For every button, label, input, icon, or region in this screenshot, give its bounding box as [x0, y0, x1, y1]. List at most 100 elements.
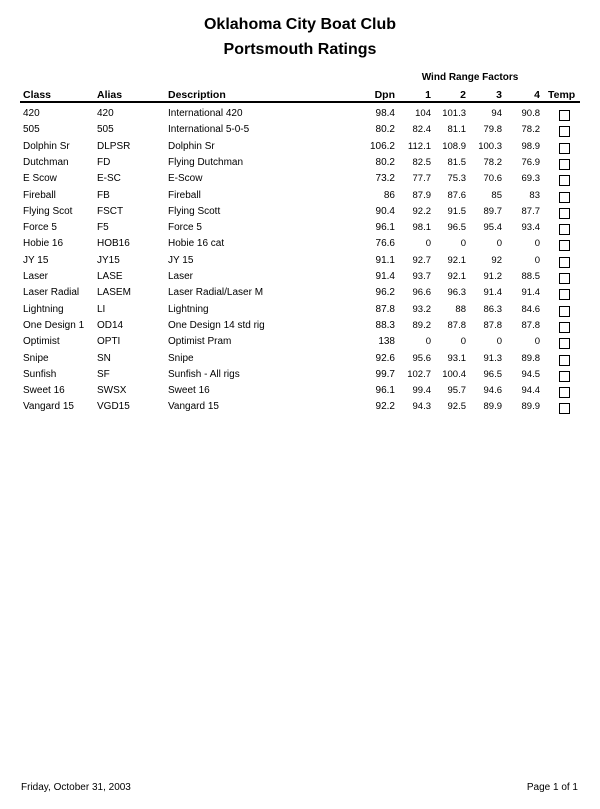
- table-row: Sunfish SF Sunfish - All rigs 99.7 102.7 100.…: [0, 369, 600, 385]
- table-row: Fireball FB Fireball 86 87.9 87.6 85 83: [0, 190, 600, 206]
- col-class: Class: [23, 89, 52, 101]
- cell-wind-4: 88.5: [521, 271, 541, 282]
- cell-description: Vangard 15: [168, 401, 219, 413]
- cell-class: One Design 1: [23, 319, 85, 331]
- temp-checkbox[interactable]: [559, 142, 570, 154]
- temp-checkbox[interactable]: [559, 289, 570, 301]
- col-alias: Alias: [97, 89, 123, 101]
- cell-description: JY 15: [168, 254, 194, 266]
- report-title: Oklahoma City Boat Club: [203, 16, 397, 33]
- cell-wind-1: 98.1: [412, 222, 432, 234]
- cell-wind-3: 86.3: [483, 303, 503, 315]
- temp-checkbox[interactable]: [559, 338, 570, 350]
- table-row: Vangard 15 VGD15 Vangard 15 92.2 94.3 92.5 89.…: [0, 401, 600, 417]
- cell-wind-1: 93.7: [412, 271, 432, 282]
- temp-checkbox[interactable]: [559, 224, 570, 236]
- temp-checkbox[interactable]: [559, 370, 570, 382]
- header-rule: [20, 101, 580, 103]
- cell-alias: LASEM: [97, 287, 131, 299]
- footer-date: Friday, October 31, 2003: [21, 782, 131, 793]
- cell-description: International 420: [168, 108, 243, 119]
- temp-checkbox[interactable]: [559, 354, 570, 366]
- col-dpn: Dpn: [374, 89, 395, 101]
- cell-description: Laser: [168, 271, 194, 282]
- cell-alias: 505: [97, 124, 114, 136]
- cell-wind-4: 87.7: [521, 205, 541, 217]
- cell-wind-1: 82.5: [412, 156, 432, 168]
- cell-wind-2: 101.3: [442, 108, 466, 119]
- cell-description: Sunfish - All rigs: [168, 368, 240, 380]
- cell-wind-4: 98.9: [521, 140, 541, 152]
- temp-checkbox[interactable]: [559, 305, 570, 317]
- temp-checkbox[interactable]: [559, 387, 570, 399]
- cell-wind-2: 0: [460, 238, 466, 250]
- cell-class: Force 5: [23, 222, 57, 234]
- cell-class: 505: [23, 124, 40, 136]
- cell-alias: LI: [97, 303, 106, 315]
- cell-wind-1: 104: [415, 108, 431, 119]
- temp-checkbox[interactable]: [559, 403, 570, 415]
- temp-checkbox[interactable]: [559, 110, 570, 121]
- table-row: Sweet 16 SWSX Sweet 16 96.1 99.4 95.7 94.6 94.4: [0, 385, 600, 401]
- cell-alias: VGD15: [97, 401, 130, 413]
- cell-wind-1: 102.7: [407, 368, 431, 380]
- table-row: Hobie 16 HOB16 Hobie 16 cat 76.6 0 0 0 0: [0, 238, 600, 254]
- cell-wind-2: 81.1: [447, 124, 467, 136]
- temp-checkbox[interactable]: [559, 256, 570, 268]
- cell-wind-3: 0: [496, 336, 502, 348]
- cell-alias: SF: [97, 368, 110, 380]
- cell-wind-3: 95.4: [483, 222, 503, 234]
- col-temp: Temp: [548, 89, 576, 101]
- table-row: 505 505 International 5-0-5 80.2 82.4 81.1 79.…: [0, 124, 600, 140]
- cell-alias: F5: [97, 222, 109, 234]
- cell-alias: FSCT: [97, 205, 124, 217]
- col-wind-2: 2: [460, 89, 466, 101]
- temp-checkbox[interactable]: [559, 126, 570, 138]
- cell-alias: DLPSR: [97, 140, 131, 152]
- cell-wind-4: 83: [529, 189, 540, 201]
- cell-alias: OD14: [97, 319, 124, 331]
- cell-class: E Scow: [23, 173, 57, 185]
- cell-alias: JY15: [97, 254, 120, 266]
- cell-alias: SWSX: [97, 385, 127, 397]
- cell-description: Dolphin Sr: [168, 140, 215, 152]
- cell-dpn: 92.2: [375, 401, 395, 413]
- cell-dpn: 86: [383, 189, 395, 201]
- temp-checkbox[interactable]: [559, 191, 570, 203]
- cell-wind-2: 108.9: [442, 140, 466, 152]
- cell-wind-2: 92.5: [447, 401, 467, 413]
- report-subtitle: Portsmouth Ratings: [223, 41, 377, 58]
- cell-dpn: 138: [378, 336, 395, 348]
- temp-checkbox[interactable]: [559, 207, 570, 219]
- cell-description: Hobie 16 cat: [168, 238, 225, 250]
- cell-alias: OPTI: [97, 336, 121, 348]
- cell-wind-2: 92.1: [447, 271, 467, 282]
- cell-wind-1: 82.4: [412, 124, 432, 136]
- col-wind-4: 4: [534, 89, 540, 101]
- cell-wind-4: 87.8: [521, 319, 541, 331]
- cell-class: Snipe: [23, 352, 49, 364]
- cell-wind-2: 92.1: [447, 254, 467, 266]
- cell-wind-3: 79.8: [483, 124, 503, 136]
- cell-class: JY 15: [23, 254, 49, 266]
- temp-checkbox[interactable]: [559, 240, 570, 252]
- temp-checkbox[interactable]: [559, 321, 570, 333]
- table-row: Dutchman FD Flying Dutchman 80.2 82.5 81.5 78.…: [0, 157, 600, 173]
- cell-wind-2: 96.3: [447, 287, 467, 299]
- cell-wind-2: 88: [455, 303, 466, 315]
- cell-dpn: 92.6: [375, 352, 395, 364]
- cell-wind-4: 89.8: [521, 352, 541, 364]
- temp-checkbox[interactable]: [559, 175, 570, 187]
- cell-wind-4: 94.5: [521, 368, 541, 380]
- cell-wind-1: 0: [425, 238, 431, 250]
- footer-page: Page 1 of 1: [526, 782, 578, 793]
- cell-class: Dutchman: [23, 156, 69, 168]
- cell-wind-3: 91.3: [483, 352, 503, 364]
- temp-checkbox[interactable]: [559, 158, 570, 170]
- cell-alias: LASE: [97, 271, 123, 282]
- temp-checkbox[interactable]: [559, 273, 570, 284]
- cell-wind-2: 81.5: [447, 156, 467, 168]
- cell-dpn: 96.1: [375, 222, 395, 234]
- cell-class: 420: [23, 108, 40, 119]
- cell-dpn: 96.2: [375, 287, 395, 299]
